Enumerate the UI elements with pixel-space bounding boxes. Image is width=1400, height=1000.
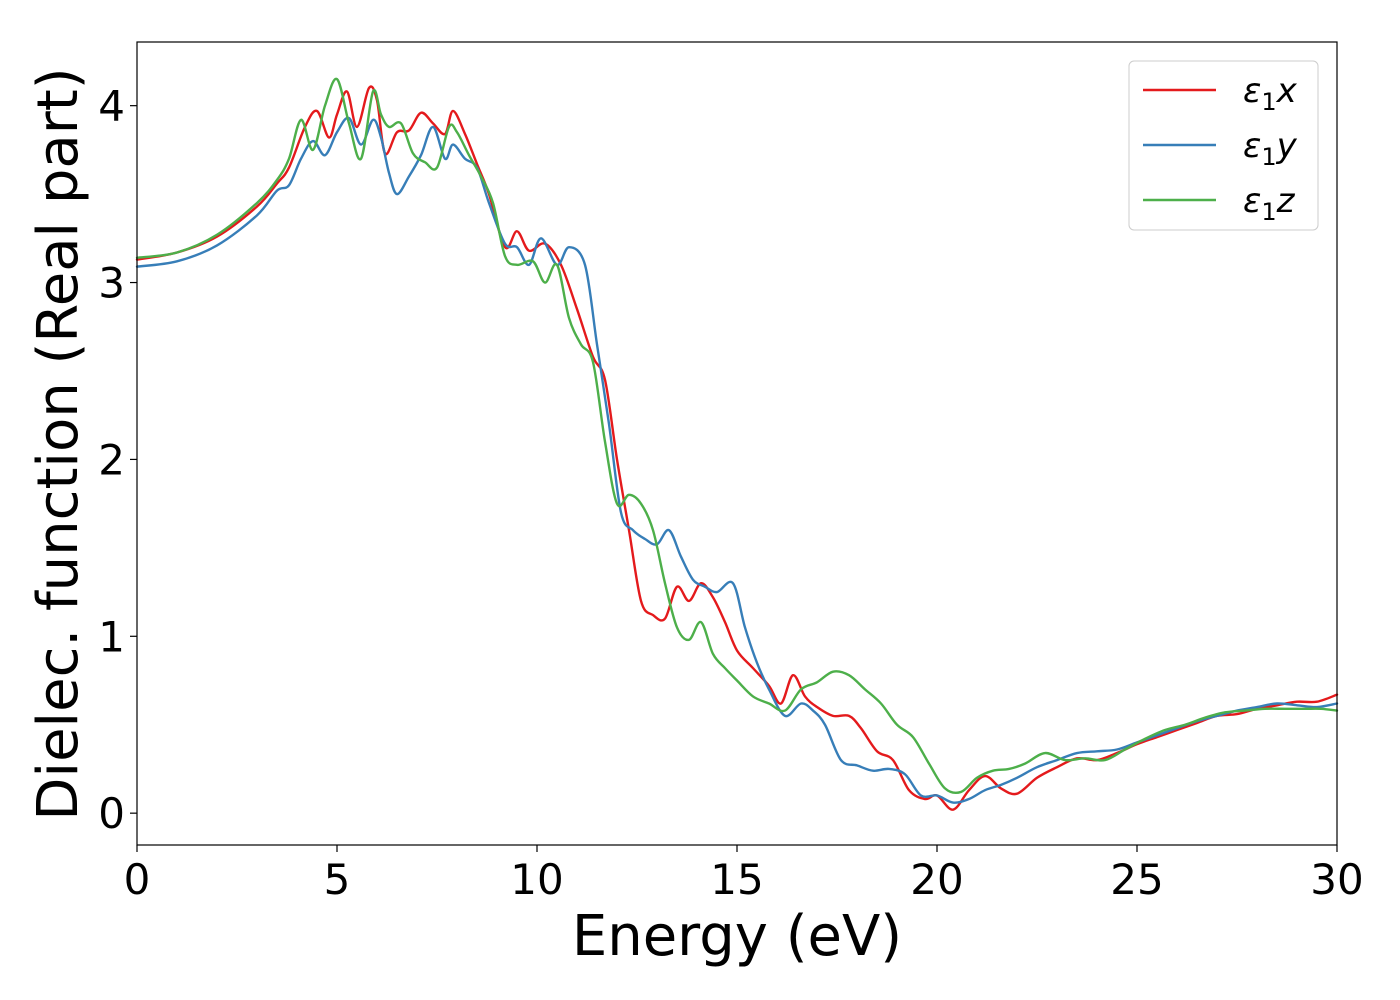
y-tick-label: 0 bbox=[98, 789, 125, 838]
series-line-y bbox=[135, 116, 1339, 804]
legend-box bbox=[1128, 60, 1319, 231]
x-tick-label: 5 bbox=[324, 855, 351, 904]
legend-label-y: ε1y bbox=[1243, 126, 1298, 171]
legend-items: ε1x ε1y ε1z bbox=[1143, 71, 1298, 226]
x-axis-label: Energy (eV) bbox=[572, 904, 902, 969]
x-tick-label: 15 bbox=[710, 855, 763, 904]
x-tick-label: 0 bbox=[124, 855, 151, 904]
y-tick-label: 3 bbox=[98, 259, 125, 308]
ticks-layer: 0 5 10 15 20 25 30 0 1 2 3 4 bbox=[98, 82, 1363, 904]
x-tick-label: 10 bbox=[510, 855, 563, 904]
x-tick-label: 30 bbox=[1310, 855, 1363, 904]
y-tick-label: 4 bbox=[98, 82, 125, 131]
x-tick-label: 25 bbox=[1110, 855, 1163, 904]
legend: ε1x ε1y ε1z bbox=[1128, 60, 1319, 231]
legend-label-z: ε1z bbox=[1243, 181, 1296, 226]
series-layer bbox=[135, 77, 1339, 811]
series-line-z bbox=[135, 77, 1339, 795]
y-tick-label: 1 bbox=[98, 612, 125, 661]
legend-label-x: ε1x bbox=[1243, 71, 1298, 116]
y-axis-label: Dielec. function (Real part) bbox=[26, 67, 91, 820]
y-tick-label: 2 bbox=[98, 435, 125, 484]
x-tick-label: 20 bbox=[910, 855, 963, 904]
